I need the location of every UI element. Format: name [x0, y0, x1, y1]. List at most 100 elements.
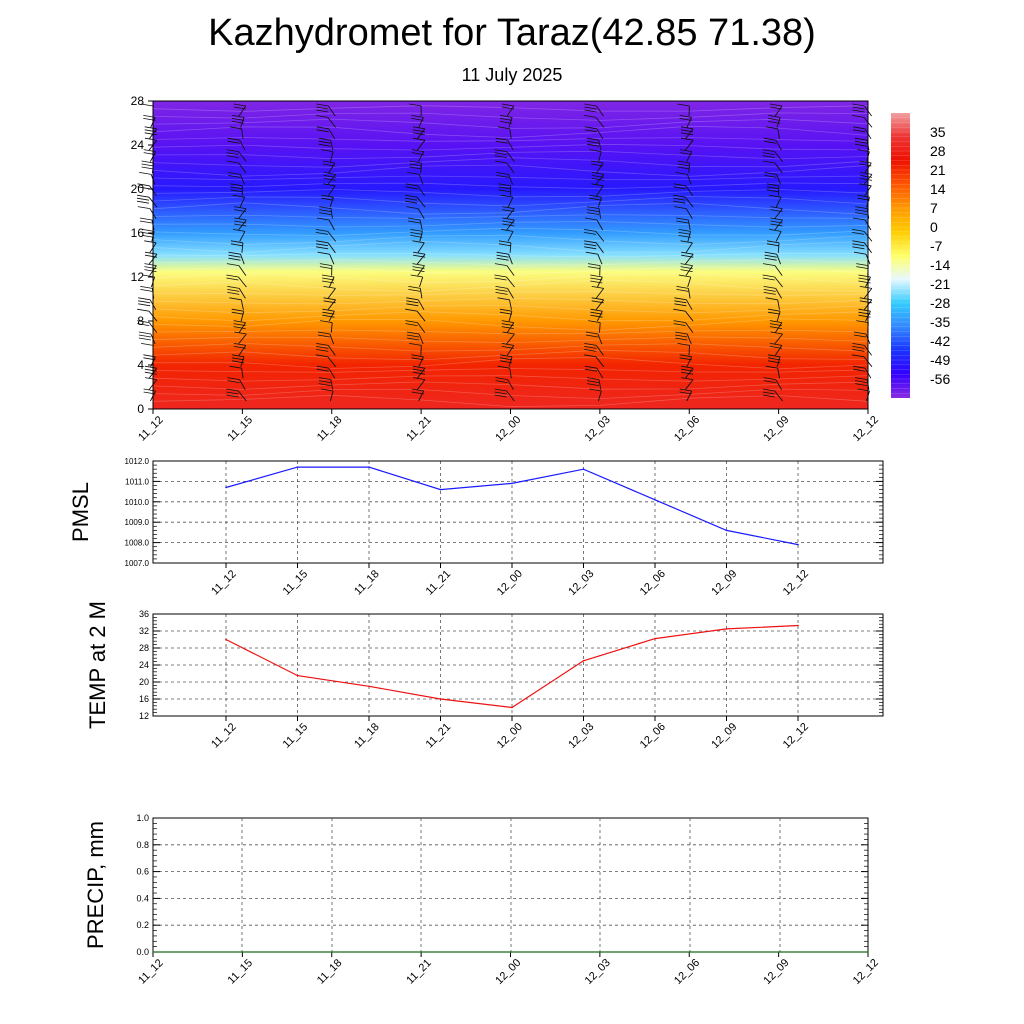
wind-barb-flag — [585, 251, 598, 255]
wind-barb-flag — [501, 229, 514, 232]
contour-line — [152, 137, 869, 142]
wind-barb-flag — [591, 286, 604, 289]
wind-barb-staff — [328, 219, 335, 231]
wind-barb-flag — [496, 251, 509, 255]
colorbar-tick-label: 28 — [930, 143, 946, 159]
xtick-label: 11_15 — [281, 568, 311, 598]
wind-barb-flag — [588, 320, 601, 323]
wind-barb-flag — [494, 263, 507, 266]
wind-barb-staff — [417, 185, 425, 197]
wind-barb-staff — [776, 311, 781, 322]
wind-barb-flag — [853, 331, 867, 335]
wind-barb-flag — [323, 300, 336, 304]
wind-barb-flag — [584, 106, 597, 110]
wind-barb-flag — [319, 263, 332, 266]
colorbar-tick-label: -28 — [930, 295, 950, 311]
wind-barb-flag — [228, 251, 241, 255]
heatmap-xtick-label: 12_03 — [583, 414, 613, 444]
wind-barb-staff — [685, 265, 693, 276]
wind-barb-staff — [330, 322, 333, 333]
wind-barb-flag — [231, 357, 245, 361]
wind-barb-flag — [230, 183, 243, 187]
colorbar-tick-label: 14 — [930, 181, 946, 197]
wind-barb-flag — [232, 229, 246, 232]
wind-barb-flag — [676, 220, 689, 224]
wind-barb-staff — [419, 288, 423, 299]
wind-barb-flag — [138, 334, 151, 338]
wind-barb-flag — [144, 137, 157, 141]
wind-barb-flag — [226, 391, 239, 395]
wind-barb-flag — [763, 292, 776, 295]
wind-barb-flag — [323, 172, 336, 175]
wind-barb-flag — [676, 286, 689, 289]
wind-barb-flag — [226, 160, 239, 164]
contour-line — [152, 336, 869, 344]
wind-barb-flag — [230, 189, 243, 193]
wind-barb-staff — [777, 368, 780, 379]
wind-barb-staff — [328, 310, 335, 322]
wind-barb-flag — [764, 172, 777, 175]
wind-barb-staff — [597, 197, 602, 208]
ytick-label: 1010.0 — [125, 498, 150, 507]
wind-barb-staff — [595, 242, 604, 254]
wind-barb-flag — [859, 178, 873, 181]
heatmap-xtick-label: 12_12 — [851, 414, 881, 444]
wind-barb-staff — [327, 242, 336, 254]
wind-barb-staff — [238, 151, 247, 162]
wind-barb-staff — [685, 242, 693, 254]
wind-barb-flag — [679, 391, 692, 395]
wind-barb-flag — [680, 129, 694, 133]
wind-barb-staff — [330, 379, 334, 390]
wind-barb-flag — [859, 175, 873, 178]
wind-barb-flag — [144, 269, 157, 272]
contour-line — [152, 252, 869, 258]
wind-barb-flag — [231, 308, 244, 312]
data-point — [152, 951, 154, 953]
wind-barb-flag — [855, 383, 868, 386]
wind-barb-staff — [597, 254, 603, 265]
wind-barb-flag — [234, 217, 247, 221]
wind-barb-flag — [407, 172, 420, 175]
heatmap-xtick-label: 12_06 — [672, 414, 702, 444]
wind-barb-flag — [138, 337, 151, 341]
wind-barb-flag — [681, 368, 694, 372]
wind-barb-flag — [323, 178, 336, 181]
wind-barb-flag — [495, 377, 508, 380]
wind-barb-flag — [499, 311, 512, 315]
data-point — [797, 624, 799, 627]
wind-barb-flag — [138, 303, 151, 307]
xtick-label: 12_06 — [672, 957, 702, 987]
wind-barb-flag — [405, 194, 418, 198]
data-point — [225, 638, 227, 641]
wind-barb-flag — [766, 183, 779, 187]
wind-barb-flag — [501, 106, 514, 110]
wind-barb-flag — [586, 137, 599, 141]
wind-barb-staff — [774, 390, 783, 402]
wind-barb-flag — [674, 300, 687, 304]
wind-barb-flag — [141, 163, 154, 167]
wind-barb-flag — [226, 152, 239, 155]
wind-barb-flag — [316, 129, 329, 133]
wind-barb-staff — [509, 368, 512, 379]
xtick-label: 11_12 — [209, 568, 239, 598]
xtick-label: 12_00 — [495, 721, 525, 751]
heatmap-xtick-label: 12_09 — [761, 414, 791, 444]
series-line — [225, 624, 799, 709]
wind-barb-staff — [417, 242, 425, 254]
wind-barb-flag — [679, 354, 692, 358]
wind-barb-staff — [598, 140, 602, 151]
wind-barb-flag — [406, 297, 419, 301]
wind-barb-flag — [500, 115, 513, 118]
wind-barb-staff — [329, 254, 335, 265]
data-point — [582, 660, 585, 662]
wind-barb-flag — [322, 277, 335, 281]
wind-barb-staff — [596, 310, 603, 322]
wind-barb-staff — [419, 231, 423, 242]
wind-barb-flag — [405, 186, 418, 190]
wind-barb-staff — [328, 367, 336, 379]
colorbar-tick-label: -49 — [930, 352, 950, 368]
data-point — [511, 482, 513, 485]
wind-barb-staff — [238, 105, 247, 117]
wind-barb-flag — [674, 297, 687, 301]
wind-barb-staff — [506, 276, 515, 288]
